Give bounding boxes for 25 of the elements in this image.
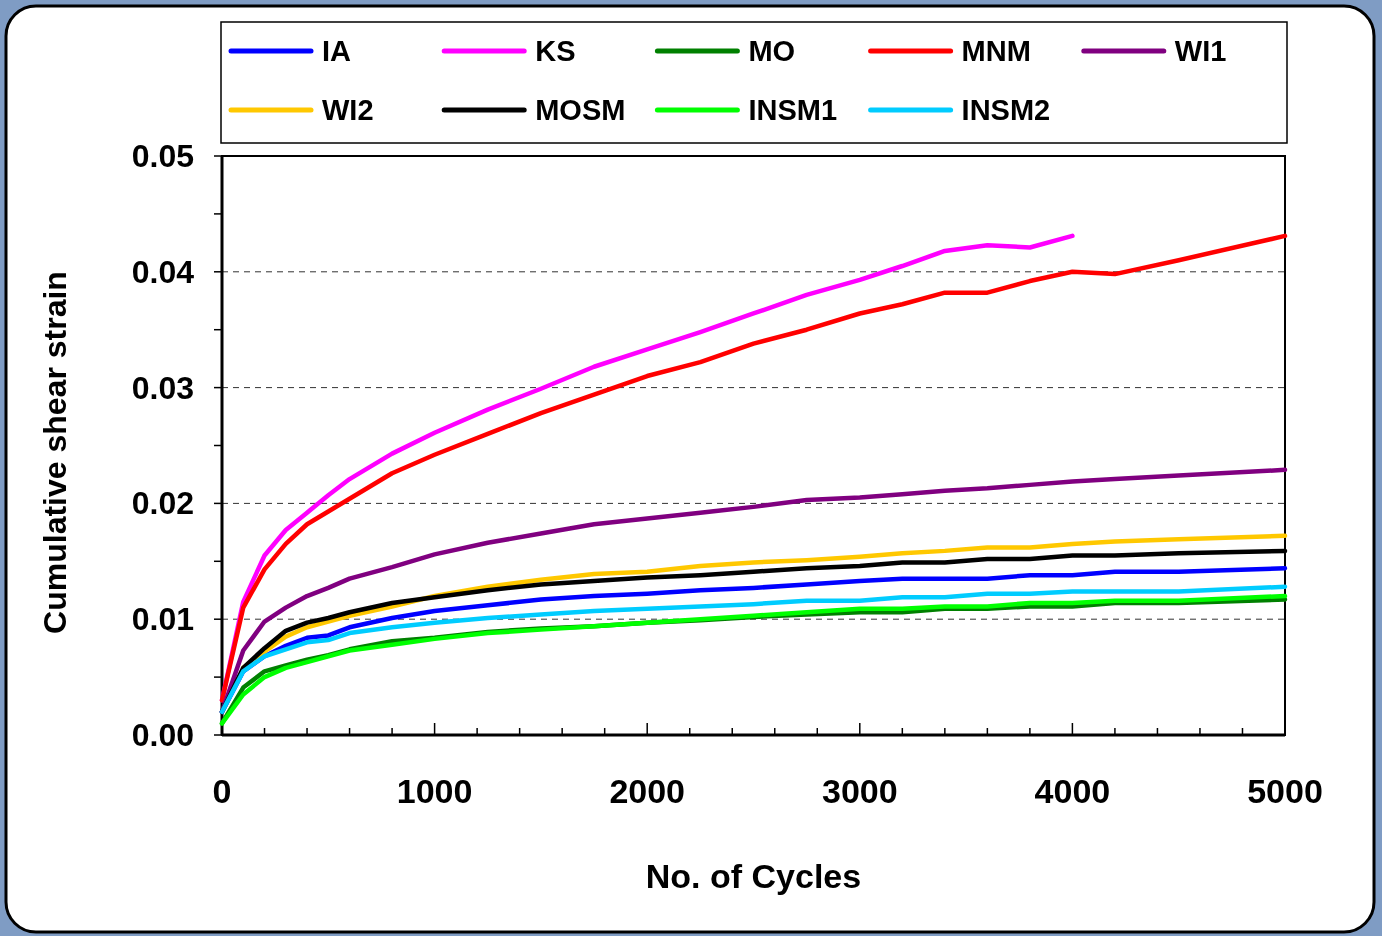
y-tick-label: 0.02 (131, 485, 194, 522)
y-tick-label: 0.04 (131, 253, 195, 290)
legend-label: INSM1 (748, 94, 838, 126)
line-series (219, 233, 1288, 703)
x-tick-label: 3000 (821, 772, 898, 810)
line-series (219, 467, 1288, 715)
legend-label: MO (748, 35, 796, 67)
y-tick-label: 0.00 (131, 717, 194, 753)
x-tick-label: 4000 (1034, 772, 1111, 810)
legend-label: IA (322, 35, 352, 67)
y-tick-label: 0.01 (131, 601, 194, 638)
x-tick-label: 0 (212, 772, 232, 810)
legend-label: WI2 (322, 94, 374, 126)
y-axis-title: Cumulative shear strain (37, 271, 73, 634)
y-tick-label: 0.05 (131, 138, 194, 174)
y-tick-label: 0.03 (131, 369, 194, 406)
x-tick-label: 1000 (396, 772, 473, 810)
x-tick-label: 2000 (609, 772, 686, 810)
legend-label: INSM2 (961, 94, 1051, 126)
legend-label: MOSM (535, 94, 626, 126)
x-tick-label: 5000 (1247, 772, 1323, 810)
legend-label: KS (535, 35, 576, 67)
legend-label: WI1 (1174, 35, 1227, 67)
x-axis-title: No. of Cycles (645, 857, 862, 895)
legend-label: MNM (961, 35, 1031, 67)
